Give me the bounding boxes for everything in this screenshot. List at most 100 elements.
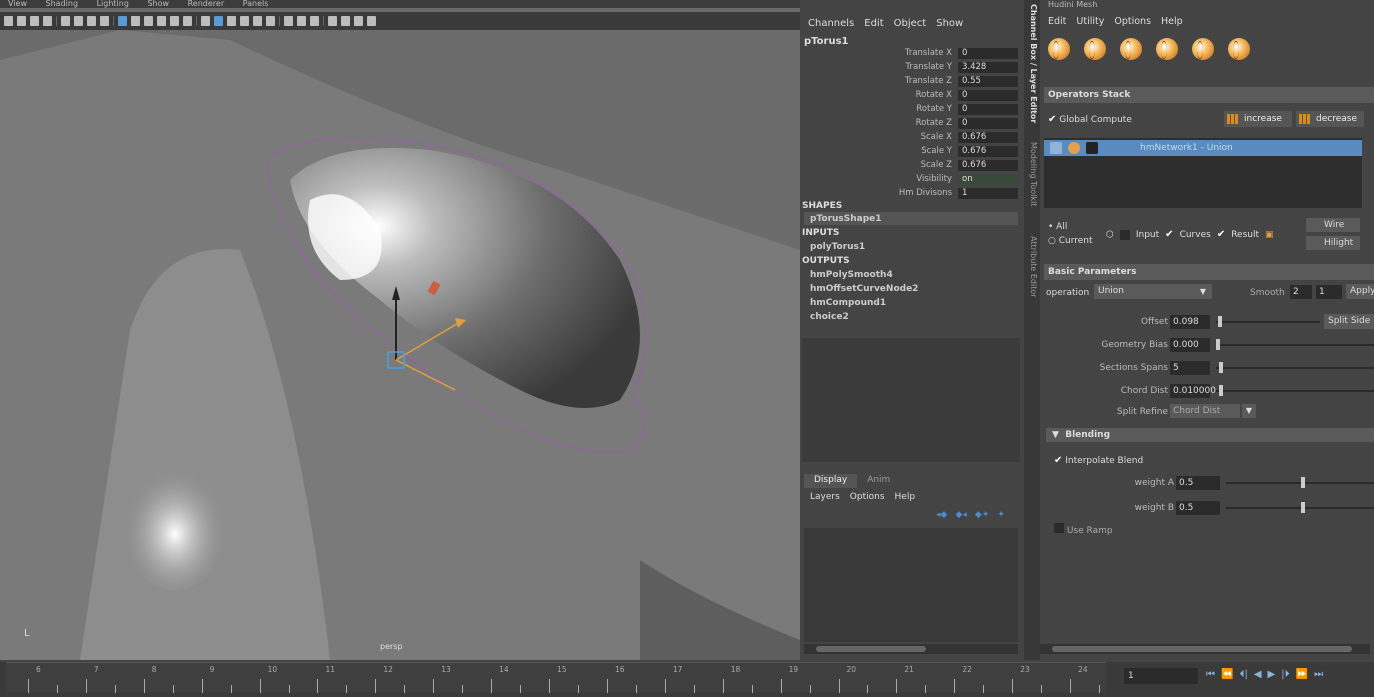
viewport-persp[interactable]: L View Shading Lighting Show Renderer Pa… <box>0 0 800 660</box>
weight-a-slider[interactable] <box>1226 477 1374 488</box>
operators-stack-header[interactable]: Operators Stack <box>1044 87 1374 103</box>
menu-utility[interactable]: Utility <box>1076 16 1105 27</box>
step-forward-frame-icon[interactable]: |⏵ <box>1281 669 1290 680</box>
attr-rotate-z[interactable]: Rotate Z 0 <box>800 118 1024 130</box>
xray-active-icon[interactable] <box>214 16 223 26</box>
attr-rotate-y[interactable]: Rotate Y 0 <box>800 104 1024 116</box>
play-forwards-icon[interactable]: ▶ <box>1267 669 1276 680</box>
attr-value[interactable]: 0.676 <box>958 146 1018 157</box>
step-back-frame-icon[interactable]: ⏴| <box>1239 669 1248 680</box>
attr-value[interactable]: 0 <box>958 90 1018 101</box>
isolate-icon[interactable] <box>284 16 293 26</box>
resolution-gate-icon[interactable] <box>87 16 96 26</box>
use-ramp-checkbox[interactable]: Use Ramp <box>1054 523 1113 536</box>
horizontal-scrollbar[interactable] <box>804 644 1018 654</box>
decrease-button[interactable]: decrease <box>1296 111 1364 127</box>
panel-single-icon[interactable] <box>354 16 363 26</box>
camera-icon[interactable] <box>4 16 13 26</box>
offset-curve[interactable] <box>267 137 646 453</box>
input-item[interactable]: polyTorus1 <box>810 242 866 252</box>
gamma-icon[interactable] <box>310 16 319 26</box>
slice-icon[interactable] <box>1228 38 1250 60</box>
grid-icon[interactable] <box>61 16 70 26</box>
camera-attr-icon[interactable] <box>17 16 26 26</box>
scroll-thumb[interactable] <box>1052 646 1352 652</box>
attr-translate-y[interactable]: Translate Y 3.428 <box>800 62 1024 74</box>
attr-value[interactable]: 0 <box>958 118 1018 129</box>
image-plane-icon[interactable] <box>43 16 52 26</box>
output-item[interactable]: hmPolySmooth4 <box>810 270 893 280</box>
compound-icon[interactable] <box>1192 38 1214 60</box>
attr-value[interactable]: on <box>958 174 1018 185</box>
output-item[interactable]: choice2 <box>810 312 849 322</box>
sections-spans-slider[interactable] <box>1216 362 1374 373</box>
go-to-start-icon[interactable]: ⏮ <box>1206 669 1215 680</box>
attr-visibility[interactable]: Visibility on <box>800 174 1024 186</box>
ssao-icon[interactable] <box>240 16 249 26</box>
panel-layout-icon[interactable] <box>341 16 350 26</box>
menu-options[interactable]: Options <box>1114 16 1152 27</box>
menu-renderer[interactable]: Renderer <box>187 0 225 8</box>
attr-scale-x[interactable]: Scale X 0.676 <box>800 132 1024 144</box>
increase-button[interactable]: increase <box>1224 111 1292 127</box>
tab-channel-box[interactable]: Channel Box / Layer Editor <box>1029 4 1038 124</box>
move-layer-down-icon[interactable]: ◆◂ <box>955 510 967 520</box>
geometry-bias-slider[interactable] <box>1216 339 1374 350</box>
node-name[interactable]: pTorus1 <box>804 36 849 47</box>
attr-value[interactable]: 0 <box>958 104 1018 115</box>
pin-icon[interactable] <box>1086 142 1098 154</box>
blending-header[interactable]: ▼ Blending <box>1046 428 1374 442</box>
menu-help[interactable]: Help <box>1161 16 1183 27</box>
slider-handle[interactable] <box>1219 362 1224 373</box>
tab-display[interactable]: Display <box>804 474 858 488</box>
input-checkbox[interactable] <box>1119 229 1130 240</box>
output-item[interactable]: hmOffsetCurveNode2 <box>810 284 919 294</box>
attr-value[interactable]: 0.676 <box>958 132 1018 143</box>
slider-handle[interactable] <box>1301 477 1305 488</box>
menu-channels[interactable]: Channels <box>808 18 855 29</box>
step-back-key-icon[interactable]: ⏪ <box>1221 669 1234 680</box>
shadows-icon[interactable] <box>183 16 192 26</box>
menu-show[interactable]: Show <box>147 0 170 8</box>
slider-handle[interactable] <box>1219 385 1224 396</box>
offset-field[interactable]: 0.098 <box>1170 315 1210 329</box>
motion-blur-icon[interactable] <box>253 16 262 26</box>
attr-scale-z[interactable]: Scale Z 0.676 <box>800 160 1024 172</box>
smooth-field-b[interactable]: 1 <box>1316 285 1342 299</box>
color-mgmt-icon[interactable] <box>328 16 337 26</box>
chord-dist-field[interactable]: 0.010000 <box>1170 384 1216 398</box>
bookmark-icon[interactable] <box>30 16 39 26</box>
attr-value[interactable]: 0.676 <box>958 160 1018 171</box>
lock-icon[interactable]: ▣ <box>1265 229 1274 240</box>
radio-current[interactable]: ○ Current <box>1048 236 1093 246</box>
exposure-icon[interactable] <box>297 16 306 26</box>
gate-mask-icon[interactable] <box>100 16 109 26</box>
radio-all[interactable]: • All <box>1048 222 1068 232</box>
multisample-icon[interactable] <box>266 16 275 26</box>
attr-value[interactable]: 3.428 <box>958 62 1018 73</box>
xray-icon[interactable] <box>201 16 210 26</box>
slider-handle[interactable] <box>1301 502 1305 513</box>
scroll-thumb[interactable] <box>816 646 926 652</box>
output-item[interactable]: hmCompound1 <box>810 298 887 308</box>
sections-spans-field[interactable]: 5 <box>1170 361 1210 375</box>
attr-value[interactable]: 0.55 <box>958 76 1018 87</box>
attr-value[interactable]: 1 <box>958 188 1018 199</box>
xray-joints-icon[interactable] <box>227 16 236 26</box>
shape-item[interactable]: pTorusShape1 <box>810 214 882 224</box>
attr-scale-y[interactable]: Scale Y 0.676 <box>800 146 1024 158</box>
viewport-scene[interactable]: L <box>0 0 800 660</box>
menu-show[interactable]: Show <box>936 18 964 29</box>
new-layer-selected-icon[interactable]: ✦ <box>997 510 1005 520</box>
attr-translate-x[interactable]: Translate X 0 <box>800 48 1024 60</box>
attr-hm-divisions[interactable]: Hm Divisons 1 <box>800 188 1024 200</box>
smooth-field-a[interactable]: 2 <box>1290 285 1312 299</box>
weight-a-field[interactable]: 0.5 <box>1176 476 1220 490</box>
union-icon[interactable] <box>1048 38 1070 60</box>
result-checkbox[interactable]: ✔ <box>1216 229 1226 240</box>
menu-layers[interactable]: Layers <box>810 492 840 502</box>
menu-edit[interactable]: Edit <box>864 18 884 29</box>
menu-panels[interactable]: Panels <box>242 0 269 8</box>
smooth-shade-icon[interactable] <box>144 16 153 26</box>
film-gate-icon[interactable] <box>74 16 83 26</box>
